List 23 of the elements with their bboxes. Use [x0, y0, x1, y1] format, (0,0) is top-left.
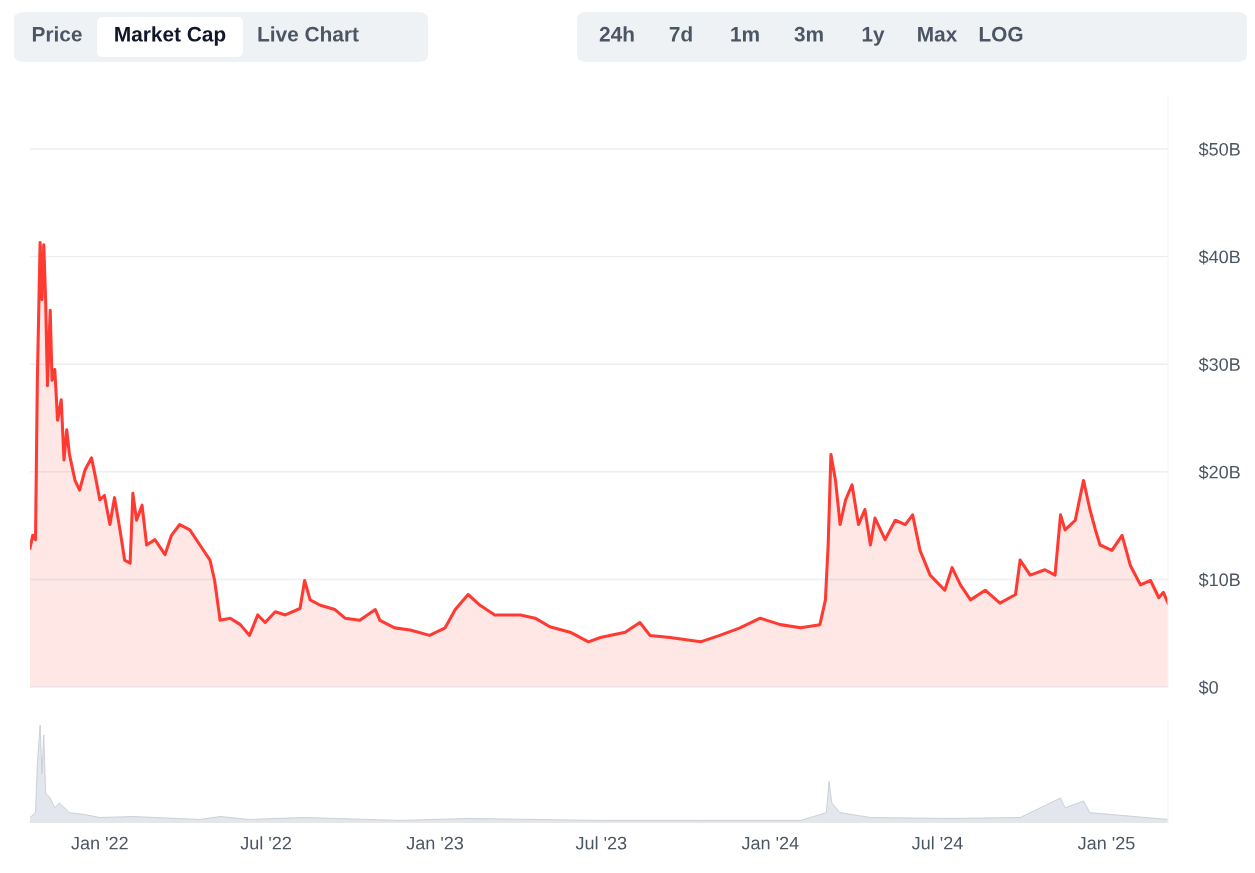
- x-tick-label: Jul '23: [575, 836, 627, 850]
- text: 7d: [669, 26, 692, 42]
- text: 1y: [862, 27, 885, 46]
- x-tick-label: Jul '22: [240, 836, 291, 850]
- text: 24h: [599, 26, 634, 42]
- y-tick-label: $0: [1198, 680, 1218, 695]
- x-tick-label: Jul '24: [911, 836, 963, 850]
- x-tick-label: Jan '24: [741, 836, 799, 850]
- x-tick-label: Jan '23: [406, 836, 464, 850]
- text: Max: [918, 27, 958, 42]
- y-tick-label: $30B: [1198, 357, 1240, 372]
- y-tick-label: $10B: [1198, 572, 1240, 588]
- y-tick-label: $40B: [1198, 249, 1240, 265]
- text: Market Cap: [115, 26, 226, 46]
- text: 3m: [794, 26, 823, 42]
- text: LOG: [979, 26, 1023, 42]
- text: Live Chart: [258, 26, 359, 42]
- x-tick-label: Jan '25: [1077, 836, 1135, 850]
- y-tick-label: $50B: [1198, 142, 1240, 157]
- y-tick-label: $20B: [1198, 464, 1240, 480]
- text: 1m: [731, 27, 759, 42]
- text: Price: [32, 26, 82, 42]
- x-tick-label: Jan '22: [71, 836, 128, 850]
